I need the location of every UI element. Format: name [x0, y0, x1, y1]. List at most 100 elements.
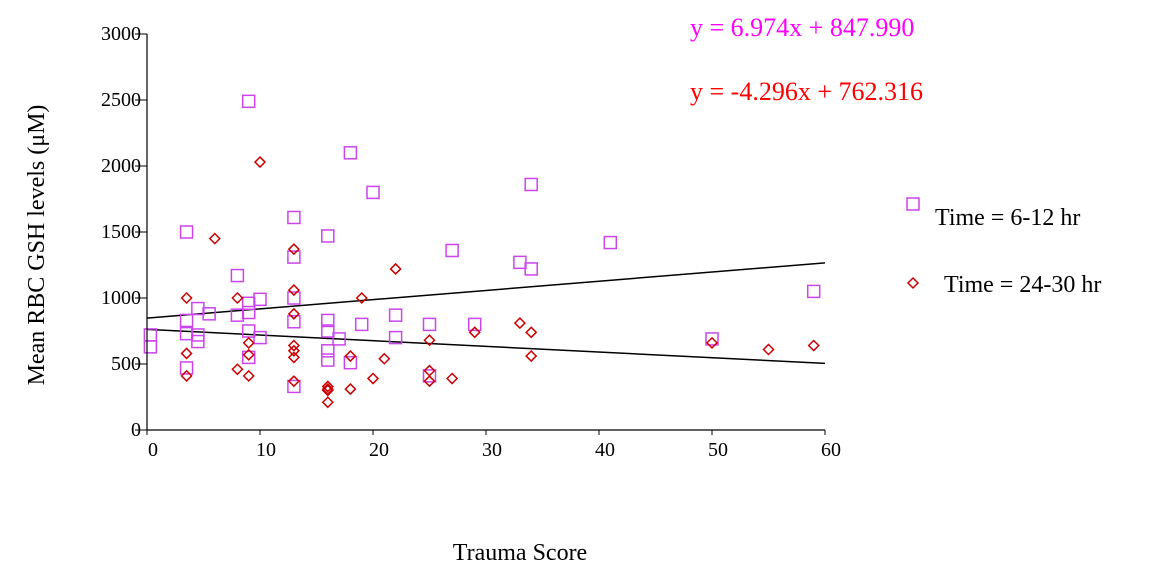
data-point-24-30hr — [807, 339, 820, 352]
data-point-6-12hr — [343, 146, 358, 160]
data-point-6-12hr — [467, 317, 482, 332]
data-markers — [143, 94, 821, 409]
data-point-24-30hr — [321, 383, 334, 396]
data-point-6-12hr — [806, 284, 821, 299]
data-point-24-30hr — [525, 326, 538, 339]
y-tick-label: 2000 — [101, 155, 141, 177]
y-ticks: 0 500 1000 1500 2000 2500 3000 — [101, 23, 147, 441]
equation-magenta: y = 6.974x + 847.990 — [690, 13, 914, 42]
data-point-6-12hr — [388, 308, 403, 322]
data-point-6-12hr — [422, 317, 437, 332]
data-point-6-12hr — [253, 330, 267, 345]
data-point-6-12hr — [241, 305, 256, 320]
x-tick-label: 20 — [369, 439, 389, 461]
data-point-24-30hr — [344, 350, 357, 363]
x-axis-title: Trauma Score — [453, 540, 587, 565]
equation-red: y = -4.296x + 762.316 — [690, 77, 923, 106]
fit-line-2 — [146, 328, 826, 365]
legend-marker-diamond — [906, 276, 920, 290]
data-point-24-30hr — [705, 336, 719, 349]
data-point-6-12hr — [524, 177, 538, 192]
data-point-24-30hr — [423, 375, 436, 388]
y-tick-label: 1500 — [101, 221, 141, 243]
data-point-6-12hr — [422, 369, 437, 383]
data-point-6-12hr — [705, 332, 719, 346]
data-point-6-12hr — [287, 250, 301, 264]
data-point-6-12hr — [321, 229, 335, 243]
x-ticks: 0 10 20 30 40 50 60 — [146, 430, 841, 461]
x-tick-label: 30 — [482, 439, 502, 461]
data-point-24-30hr — [355, 291, 368, 305]
data-point-24-30hr — [287, 344, 300, 357]
data-point-6-12hr — [287, 291, 301, 305]
data-point-6-12hr — [287, 210, 301, 225]
data-point-24-30hr — [242, 369, 255, 382]
data-point-6-12hr — [343, 355, 358, 370]
data-point-6-12hr — [321, 353, 335, 367]
plot-area — [147, 34, 825, 430]
data-point-24-30hr — [242, 336, 255, 349]
y-tick-label: 0 — [131, 419, 141, 441]
data-point-24-30hr — [525, 350, 538, 363]
x-tick-label: 10 — [256, 439, 276, 461]
data-point-24-30hr — [180, 291, 193, 305]
x-tick-label: 60 — [821, 439, 841, 461]
data-point-24-30hr — [208, 232, 221, 245]
data-point-6-12hr — [179, 313, 194, 328]
legend-label-6-12hr: Time = 6-12 hr — [935, 205, 1080, 231]
data-point-6-12hr — [603, 235, 618, 250]
fit-lines — [146, 262, 826, 365]
data-point-6-12hr — [321, 344, 335, 358]
plot-background — [147, 34, 825, 430]
data-point-6-12hr — [253, 292, 267, 307]
data-point-24-30hr — [344, 383, 357, 396]
data-point-24-30hr — [446, 372, 459, 385]
data-point-24-30hr — [378, 352, 391, 365]
data-point-6-12hr — [179, 361, 194, 375]
data-point-6-12hr — [524, 262, 538, 276]
data-point-24-30hr — [180, 369, 193, 382]
legend: Time = 6-12 hr Time = 24-30 hr — [906, 197, 1101, 298]
data-point-6-12hr — [321, 324, 335, 338]
data-point-6-12hr — [366, 185, 380, 200]
data-point-24-30hr — [762, 343, 775, 356]
data-point-24-30hr — [287, 375, 300, 388]
data-point-24-30hr — [287, 339, 300, 352]
data-point-24-30hr — [287, 307, 300, 320]
y-axis-title: Mean RBC GSH levels (μM) — [24, 105, 50, 386]
data-point-24-30hr — [366, 372, 380, 385]
data-point-24-30hr — [287, 243, 300, 256]
data-point-24-30hr — [180, 347, 193, 360]
data-point-24-30hr — [513, 317, 526, 330]
data-point-24-30hr — [287, 284, 300, 297]
data-point-6-12hr — [287, 379, 301, 394]
data-point-6-12hr — [445, 243, 459, 258]
data-point-6-12hr — [321, 313, 335, 328]
data-point-6-12hr — [230, 268, 245, 283]
data-point-6-12hr — [202, 307, 216, 321]
data-point-24-30hr — [253, 155, 267, 169]
x-tick-label: 40 — [595, 439, 615, 461]
fit-line-1 — [146, 262, 826, 319]
data-point-24-30hr — [321, 396, 334, 409]
data-point-24-30hr — [231, 363, 244, 376]
data-point-24-30hr — [242, 348, 255, 361]
data-point-6-12hr — [143, 340, 158, 354]
data-point-24-30hr — [389, 262, 402, 276]
y-tick-label: 1000 — [101, 287, 141, 309]
data-point-6-12hr — [191, 334, 205, 349]
x-tick-label: 0 — [148, 439, 158, 461]
data-point-24-30hr — [468, 326, 481, 339]
data-point-24-30hr — [321, 384, 334, 397]
data-point-6-12hr — [388, 330, 403, 345]
y-tick-label: 500 — [111, 353, 141, 375]
data-point-6-12hr — [354, 317, 369, 332]
x-tick-label: 50 — [708, 439, 728, 461]
data-point-6-12hr — [287, 315, 301, 329]
data-point-24-30hr — [231, 291, 244, 305]
data-point-6-12hr — [241, 350, 256, 365]
y-tick-label: 2500 — [101, 89, 141, 111]
data-point-24-30hr — [423, 334, 436, 347]
y-tick-label: 3000 — [101, 23, 141, 45]
